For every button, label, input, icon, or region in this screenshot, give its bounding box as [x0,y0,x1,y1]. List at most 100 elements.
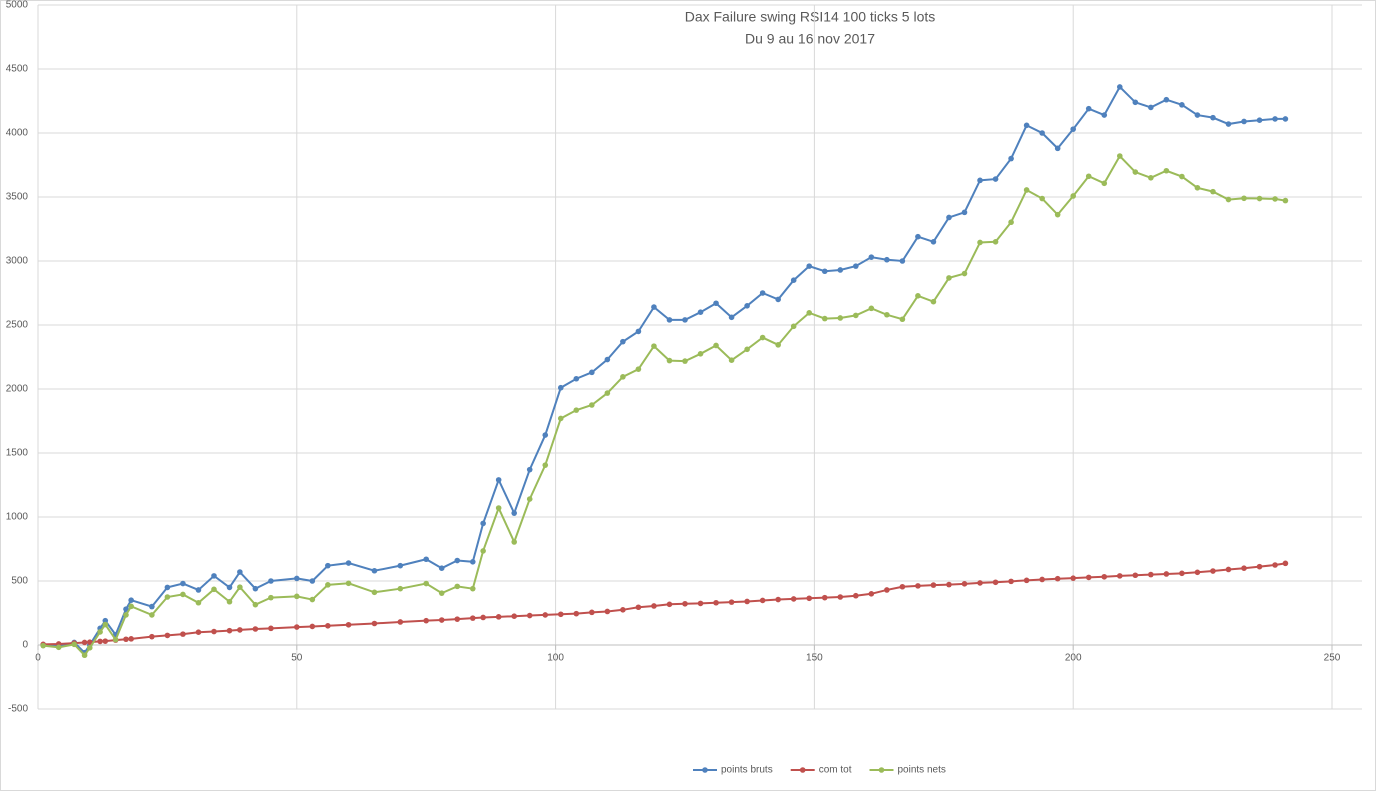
data-point [1148,571,1154,578]
data-point [961,581,968,587]
data-point [1023,122,1030,129]
data-point [268,578,274,584]
data-point [620,374,626,380]
data-point [1282,116,1289,122]
data-point [97,629,103,635]
data-point [682,600,688,607]
data-point [1148,104,1154,111]
data-point [149,603,155,610]
data-point [790,596,797,602]
data-point [651,343,657,349]
data-point [961,209,968,216]
data-point [1085,173,1092,180]
data-point [309,596,316,603]
data-point [371,589,378,596]
x-tick-label: 0 [35,653,41,664]
data-point [992,579,999,586]
data-point [195,599,202,606]
data-point [1194,569,1201,576]
data-point [128,597,134,603]
data-point [775,342,781,348]
data-point [345,580,352,587]
data-point [123,606,129,612]
data-point [837,594,844,600]
data-point [744,346,750,353]
data-point [620,338,626,345]
data-point [1272,562,1278,568]
data-point [635,366,642,372]
data-point [806,595,813,602]
data-point [454,583,461,590]
data-point [226,584,233,591]
y-tick-label: 2000 [6,384,29,395]
data-point [977,580,983,586]
data-point [237,584,243,590]
data-point [226,598,233,605]
data-point [1163,96,1170,103]
data-point [1070,575,1076,581]
data-point [102,638,109,644]
data-point [868,254,875,260]
legend-label: points bruts [721,765,773,776]
data-point [97,638,103,645]
data-point [397,585,404,592]
data-point [469,585,476,592]
data-point [1179,570,1185,577]
data-point [1241,565,1247,571]
data-point [946,214,952,221]
data-point [438,565,445,571]
data-point [915,233,921,240]
data-point [573,407,580,413]
data-point [237,569,243,575]
data-point [682,317,688,323]
data-point [1116,84,1123,90]
data-point [480,520,486,527]
data-point [1282,197,1289,204]
data-point [1256,563,1263,570]
data-point [806,310,813,316]
data-point [604,390,611,396]
data-point [86,639,93,645]
data-point [211,573,217,579]
data-point [697,351,704,357]
data-point [806,263,813,269]
data-point [899,258,906,264]
data-point [128,636,134,642]
y-tick-label: 3500 [6,192,29,203]
data-point [1023,187,1030,193]
data-point [589,402,595,408]
data-point [837,315,844,321]
data-point [992,176,999,182]
y-tick-label: 3000 [6,256,29,267]
data-point [775,296,781,303]
data-point [252,626,259,632]
data-point [1070,126,1076,132]
data-point [164,584,171,591]
data-point [1163,571,1170,577]
data-point [1085,574,1092,581]
data-point [1116,153,1123,159]
data-point [620,607,626,613]
data-point [604,608,611,615]
data-point [1116,573,1123,579]
data-point [180,631,186,637]
data-point [821,315,828,322]
data-point [728,357,735,364]
data-point [511,613,517,619]
data-point [868,305,875,312]
data-point [294,593,300,600]
data-point [1148,175,1154,181]
data-point [946,581,952,588]
data-point [557,415,564,422]
y-tick-label: 4500 [6,64,29,75]
data-point [759,290,766,296]
data-point [1225,566,1232,573]
data-point [102,617,109,624]
data-point [821,594,828,601]
y-tick-label: 2500 [6,320,29,331]
data-point [112,636,119,643]
data-point [1179,102,1185,108]
data-point [480,614,486,621]
data-point [1070,193,1076,199]
